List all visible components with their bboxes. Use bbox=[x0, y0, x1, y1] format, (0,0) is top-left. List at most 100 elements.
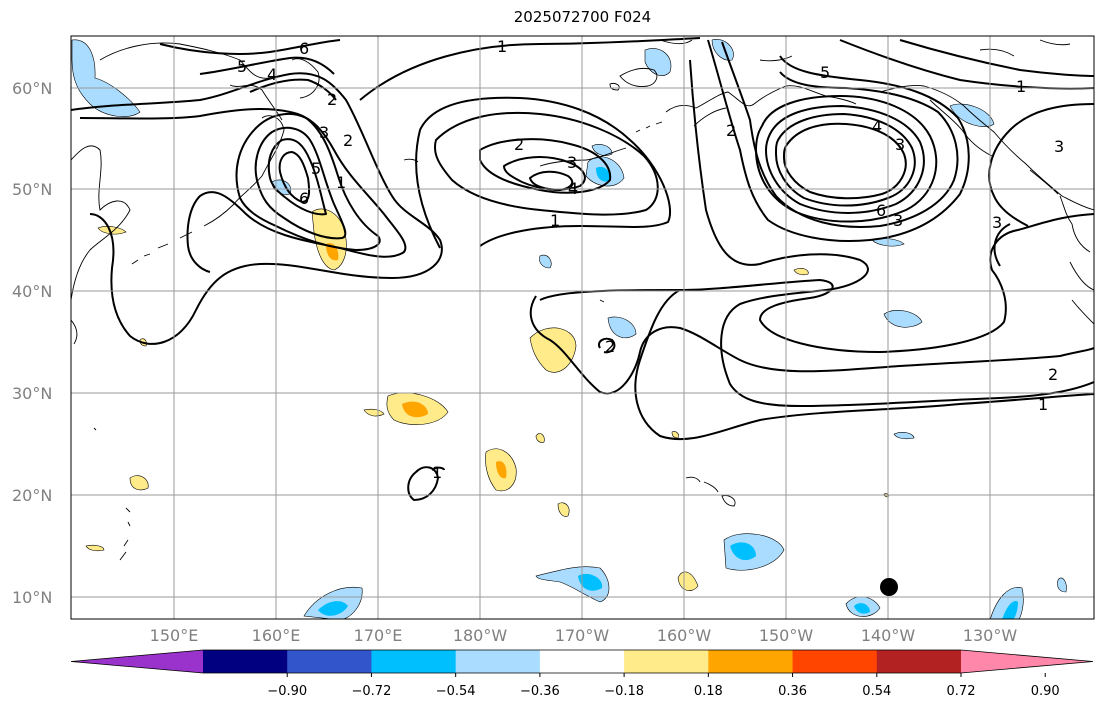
colorbar-extension-high bbox=[961, 650, 1093, 673]
colorbar-segment bbox=[792, 650, 878, 673]
colorbar-tick-label: −0.54 bbox=[436, 684, 476, 699]
colorbar-tick-label: −0.18 bbox=[604, 684, 644, 699]
positive-region bbox=[671, 431, 679, 439]
contour-label: 5 bbox=[820, 63, 830, 82]
colorbar-tick-label: 0.18 bbox=[694, 684, 723, 699]
negative-region bbox=[730, 542, 756, 561]
contour-label-group: 6 5 4 3 2 5 6 2 3 4 1 1 2 5 4 3 6 3 2 1 … bbox=[237, 37, 1064, 482]
latitude-label: 10°N bbox=[12, 588, 52, 607]
contour-label: 3 bbox=[895, 135, 905, 154]
contour-label: 3 bbox=[567, 153, 577, 172]
contour-label: 2 bbox=[327, 90, 337, 109]
positive-region bbox=[85, 544, 105, 552]
colorbar-tick-label: 0.36 bbox=[778, 684, 807, 699]
negative-region bbox=[318, 601, 348, 616]
positive-region bbox=[496, 461, 507, 479]
contour-label: 1 bbox=[497, 37, 507, 56]
colorbar-tick-label: −0.90 bbox=[267, 684, 307, 699]
contour-label: 1 bbox=[1038, 395, 1048, 414]
colorbar-segment bbox=[624, 650, 709, 673]
positive-region bbox=[529, 327, 577, 373]
positive-region bbox=[557, 502, 570, 517]
latitude-label: 20°N bbox=[12, 486, 52, 505]
longitude-label: 170°W bbox=[555, 626, 610, 645]
colorbar-segment bbox=[371, 650, 457, 673]
contour-label: 2 bbox=[726, 121, 736, 140]
longitude-label: 160°W bbox=[657, 626, 712, 645]
longitude-axis: 150°E 160°E 170°E 180°W 170°W 160°W 150°… bbox=[150, 626, 1018, 645]
contour-label: 2 bbox=[605, 337, 615, 356]
contour-label: 6 bbox=[299, 39, 309, 58]
contour-label: 1 bbox=[432, 463, 442, 482]
contour-label: 3 bbox=[319, 123, 329, 142]
negative-region bbox=[949, 103, 995, 127]
positive-region bbox=[129, 475, 149, 491]
negative-region bbox=[71, 39, 141, 117]
latitude-label: 60°N bbox=[12, 79, 52, 98]
positive-region bbox=[677, 571, 699, 591]
contour-label: 5 bbox=[311, 159, 321, 178]
contour-label: 6 bbox=[876, 201, 886, 220]
negative-region bbox=[539, 254, 552, 269]
contour-label: 1 bbox=[550, 211, 560, 230]
colorbar-segment bbox=[539, 650, 625, 673]
colorbar-tick-label: 0.90 bbox=[1031, 684, 1060, 699]
colorbar-tick-label: 0.54 bbox=[862, 684, 891, 699]
positive-region bbox=[402, 401, 428, 418]
contour-label: 5 bbox=[237, 57, 247, 76]
colorbar-segment bbox=[203, 650, 288, 673]
negative-region bbox=[596, 166, 611, 182]
contour-label: 3 bbox=[893, 211, 903, 230]
location-marker bbox=[880, 578, 898, 596]
negative-region bbox=[1002, 601, 1018, 619]
colorbar: −0.90 −0.72 −0.54 −0.36 −0.18 0.18 0.36 0.54 0.7… bbox=[70, 649, 1094, 699]
longitude-label: 140°W bbox=[861, 626, 916, 645]
longitude-label: 150°W bbox=[759, 626, 814, 645]
longitude-label: 170°E bbox=[354, 626, 403, 645]
colorbar-segment bbox=[708, 650, 794, 673]
longitude-label: 130°W bbox=[963, 626, 1018, 645]
negative-region bbox=[1057, 577, 1067, 593]
contour-label: 1 bbox=[1016, 77, 1026, 96]
contour-label: 2 bbox=[343, 131, 353, 150]
negative-region bbox=[893, 432, 915, 440]
positive-region bbox=[793, 268, 809, 276]
negative-region bbox=[711, 39, 734, 61]
contour-label: 4 bbox=[872, 117, 882, 136]
contour-label: 1 bbox=[336, 173, 346, 192]
positive-region bbox=[535, 433, 545, 443]
colorbar-segment bbox=[287, 650, 372, 673]
contour-lines bbox=[71, 37, 1094, 501]
colorbar-tick-label: −0.72 bbox=[352, 684, 392, 699]
longitude-label: 150°E bbox=[150, 626, 199, 645]
contour-label: 2 bbox=[514, 135, 524, 154]
latitude-label: 40°N bbox=[12, 282, 52, 301]
colorbar-extension-low bbox=[71, 650, 203, 673]
colorbar-tick-label: −0.36 bbox=[520, 684, 560, 699]
colorbar-segment bbox=[876, 650, 962, 673]
negative-region bbox=[644, 48, 672, 76]
contour-label: 6 bbox=[299, 189, 309, 208]
negative-region bbox=[591, 144, 613, 156]
latitude-axis: 60°N 50°N 40°N 30°N 20°N 10°N bbox=[12, 79, 52, 607]
negative-region bbox=[607, 316, 637, 339]
contour-label: 4 bbox=[568, 179, 578, 198]
coastlines bbox=[71, 39, 1094, 561]
map-frame bbox=[70, 35, 1095, 620]
negative-region bbox=[883, 310, 923, 328]
negative-region bbox=[854, 603, 870, 614]
graticule bbox=[71, 36, 1094, 619]
latitude-label: 30°N bbox=[12, 384, 52, 403]
latitude-label: 50°N bbox=[12, 180, 52, 199]
contour-label: 3 bbox=[1054, 137, 1064, 156]
colorbar-segment bbox=[455, 650, 541, 673]
plot-title: 2025072700 F024 bbox=[513, 8, 652, 26]
contour-label: 3 bbox=[992, 213, 1002, 232]
longitude-label: 160°E bbox=[252, 626, 301, 645]
colorbar-outline bbox=[70, 649, 1094, 674]
contour-label: 4 bbox=[267, 65, 277, 84]
longitude-label: 180°W bbox=[453, 626, 508, 645]
negative-region bbox=[578, 573, 603, 591]
contour-label: 2 bbox=[1048, 365, 1058, 384]
